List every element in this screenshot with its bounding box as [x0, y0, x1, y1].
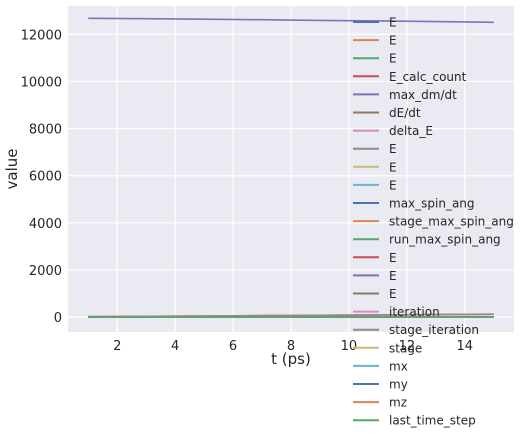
legend-entry: E: [389, 34, 397, 48]
legend-entry: E: [389, 251, 397, 265]
legend-entry: run_max_spin_ang: [389, 233, 501, 247]
legend-entry: E: [389, 16, 397, 30]
y-tick-label: 2000: [29, 264, 62, 279]
legend-entry: mz: [389, 396, 407, 410]
series-line-4: [88, 17, 494, 24]
legend-entry: max_dm/dt: [389, 88, 457, 102]
y-axis-ticks: 0 2000 4000 6000 8000 10000 12000: [21, 28, 62, 326]
legend-entry: E: [389, 287, 397, 301]
legend-entry: max_spin_ang: [389, 197, 475, 211]
x-axis-ticks: 2 4 6 8 10 12 14: [113, 339, 473, 354]
legend-entry: E: [389, 160, 397, 174]
legend: EEEE_calc_countmax_dm/dtdE/dtdelta_EEEEm…: [353, 16, 514, 428]
y-axis-label: value: [3, 149, 21, 190]
y-tick-label: 8000: [29, 123, 62, 138]
legend-entry: stage_iteration: [389, 323, 479, 337]
legend-entry: E: [389, 178, 397, 192]
legend-entry: dE/dt: [389, 106, 421, 120]
x-tick-label: 4: [171, 339, 179, 354]
x-tick-label: 14: [456, 339, 473, 354]
legend-entry: last_time_step: [389, 414, 476, 428]
legend-entry: E: [389, 52, 397, 66]
legend-entry: stage: [389, 341, 422, 355]
y-tick-label: 10000: [21, 75, 62, 90]
x-tick-label: 2: [113, 339, 121, 354]
x-tick-label: 10: [341, 339, 358, 354]
legend-entry: E_calc_count: [389, 70, 467, 84]
x-tick-label: 6: [229, 339, 237, 354]
y-tick-label: 4000: [29, 217, 62, 232]
legend-entry: mx: [389, 359, 408, 373]
legend-entry: delta_E: [389, 124, 433, 138]
legend-entry: my: [389, 378, 408, 392]
legend-entry: E: [389, 142, 397, 156]
legend-entry: iteration: [389, 305, 440, 319]
x-axis-label: t (ps): [271, 350, 311, 368]
x-tick-label: 8: [287, 339, 295, 354]
legend-entry: stage_max_spin_ang: [389, 215, 514, 229]
y-tick-label: 12000: [21, 28, 62, 43]
series-lines: [88, 17, 494, 318]
legend-entry: E: [389, 269, 397, 283]
y-tick-label: 6000: [29, 170, 62, 185]
x-tick-label: 12: [399, 339, 416, 354]
y-tick-label: 0: [54, 311, 62, 326]
